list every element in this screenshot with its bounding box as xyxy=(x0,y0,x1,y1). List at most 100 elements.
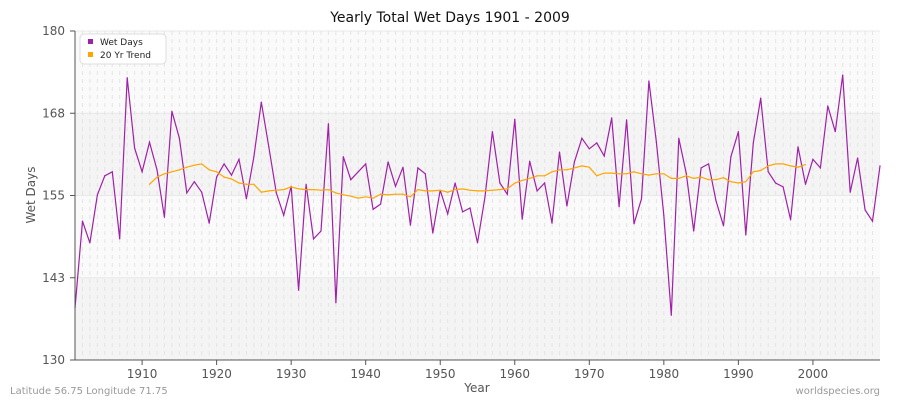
trend-point xyxy=(730,181,732,183)
trend-point xyxy=(447,191,449,193)
wet-days-point xyxy=(625,119,628,121)
trend-point xyxy=(454,188,456,191)
wet-days-point xyxy=(230,174,233,176)
trend-point xyxy=(208,169,210,171)
wet-days-point xyxy=(409,224,412,226)
wet-days-point xyxy=(506,193,508,195)
trend-point xyxy=(380,193,382,195)
trend-point xyxy=(625,173,628,175)
wet-days-point xyxy=(394,185,397,187)
trend-point xyxy=(312,188,315,191)
wet-days-point xyxy=(648,80,650,82)
wet-days-point xyxy=(357,171,359,173)
wet-days-point xyxy=(238,158,240,160)
trend-point xyxy=(275,189,277,191)
x-tick-label: 1970 xyxy=(574,367,605,381)
wet-days-point xyxy=(342,156,344,158)
wet-days-point xyxy=(596,142,598,144)
trend-point xyxy=(655,173,657,175)
wet-days-point xyxy=(871,220,874,222)
wet-days-point xyxy=(320,230,322,232)
wet-days-point xyxy=(849,191,851,193)
trend-point xyxy=(290,186,292,188)
y-tick-label: 130 xyxy=(42,353,65,367)
trend-point xyxy=(372,197,374,199)
wet-days-point xyxy=(141,171,143,173)
wet-days-point xyxy=(402,166,404,168)
trend-point xyxy=(663,173,665,175)
trend-point xyxy=(216,171,218,173)
wet-days-point xyxy=(171,110,173,112)
wet-days-point xyxy=(573,161,575,163)
trend-point xyxy=(745,181,747,183)
wet-days-point xyxy=(603,155,605,157)
trend-point xyxy=(775,163,777,165)
wet-days-point xyxy=(104,175,106,177)
wet-days-point xyxy=(655,141,657,143)
wet-days-point xyxy=(208,222,210,224)
trend-point xyxy=(409,196,412,198)
wet-days-point xyxy=(245,198,248,200)
trend-point xyxy=(804,163,807,166)
legend-swatch-wet-days xyxy=(88,39,93,44)
y-axis-label: Wet Days xyxy=(24,166,38,223)
wet-days-point xyxy=(722,225,725,227)
trend-point xyxy=(536,175,538,177)
trend-point xyxy=(551,171,553,173)
trend-point xyxy=(320,189,322,191)
trend-point xyxy=(357,197,359,199)
wet-days-point xyxy=(529,160,531,162)
trend-point xyxy=(633,171,635,173)
wet-days-point xyxy=(640,198,643,200)
wet-days-point xyxy=(521,218,523,220)
wet-days-point xyxy=(156,169,158,171)
x-tick-label: 1910 xyxy=(127,367,158,381)
trend-point xyxy=(521,179,523,181)
y-tick-label: 168 xyxy=(42,106,65,120)
trend-point xyxy=(618,173,620,175)
trend-point xyxy=(782,163,784,165)
wet-days-point xyxy=(633,223,635,225)
legend-box xyxy=(79,33,167,65)
trend-point xyxy=(566,169,568,171)
trend-point xyxy=(424,190,426,192)
wet-days-point xyxy=(588,148,590,150)
wet-days-point xyxy=(268,146,270,148)
wet-days-point xyxy=(581,137,583,139)
wet-days-point xyxy=(424,173,426,175)
trend-point xyxy=(558,169,561,171)
x-tick-label: 1990 xyxy=(723,367,754,381)
trend-point xyxy=(230,178,233,180)
wet-days-point xyxy=(663,214,665,216)
trend-point xyxy=(298,188,300,190)
trend-point xyxy=(387,194,389,196)
wet-days-point xyxy=(827,105,829,107)
trend-point xyxy=(693,177,695,179)
wet-days-point xyxy=(700,167,702,169)
wet-days-point xyxy=(685,172,687,174)
x-tick-label: 1950 xyxy=(425,367,456,381)
trend-point xyxy=(760,169,762,172)
wet-days-point xyxy=(767,171,769,173)
trend-point xyxy=(193,164,195,166)
x-tick-label: 1920 xyxy=(201,367,232,381)
wet-days-point xyxy=(469,207,471,209)
trend-point xyxy=(789,165,792,167)
trend-point xyxy=(752,171,754,173)
trend-point xyxy=(685,175,687,177)
wet-days-point xyxy=(707,163,710,165)
trend-point xyxy=(238,182,240,184)
legend: Wet Days 20 Yr Trend xyxy=(79,33,167,65)
wet-days-point xyxy=(134,147,136,149)
wet-days-point xyxy=(782,186,784,188)
wet-days-point xyxy=(745,234,747,236)
wet-days-point xyxy=(380,203,382,205)
trend-point xyxy=(327,188,330,191)
wet-days-point xyxy=(834,131,836,133)
trend-point xyxy=(439,189,441,191)
trend-point xyxy=(707,179,710,181)
trend-point xyxy=(491,189,494,191)
wet-days-point xyxy=(193,181,195,183)
wet-days-point xyxy=(223,163,225,165)
